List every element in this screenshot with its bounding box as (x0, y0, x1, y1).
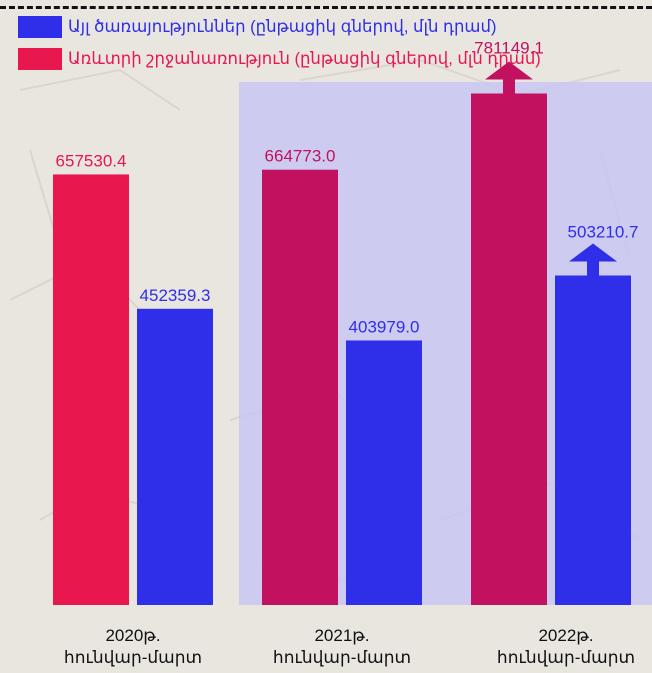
bar-services-2 (346, 340, 422, 605)
value-label-trade-1: 657530.4 (56, 151, 127, 170)
increase-arrow-icon (569, 243, 617, 276)
increase-arrow-icon (485, 61, 533, 94)
value-label-services-3: 503210.7 (568, 222, 639, 241)
category-period: հունվար-մարտ (63, 648, 203, 667)
legend-label-trade-turnover: Առևտրի շրջանառություն (ընթացիկ գներով, մ… (68, 50, 541, 68)
value-label-services-2: 403979.0 (349, 317, 420, 336)
category-label-3: 2022թ. հունվար-մարտ (466, 625, 652, 669)
category-year: 2022թ. (538, 626, 594, 645)
value-label-trade-2: 664773.0 (265, 147, 336, 166)
bar-services-3 (555, 275, 631, 605)
category-period: հունվար-մարտ (272, 648, 412, 667)
legend-item-other-services: Այլ ծառայություններ (ընթացիկ գներով, մլն… (18, 14, 541, 40)
category-label-2: 2021թ. հունվար-մարտ (242, 625, 442, 669)
top-dashed-border (0, 6, 652, 9)
bar-services-1 (137, 308, 213, 605)
chart-legend: Այլ ծառայություններ (ընթացիկ գներով, մլն… (18, 14, 541, 78)
legend-swatch-blue (18, 16, 62, 38)
category-period: հունվար-մարտ (496, 648, 636, 667)
category-year: 2021թ. (314, 626, 370, 645)
legend-item-trade-turnover: Առևտրի շրջանառություն (ընթացիկ գներով, մ… (18, 46, 541, 72)
bar-trade-1 (53, 174, 129, 605)
bar-trade-3 (471, 93, 547, 605)
legend-swatch-red (18, 48, 62, 70)
category-year: 2020թ. (105, 626, 161, 645)
legend-label-other-services: Այլ ծառայություններ (ընթացիկ գներով, մլն… (68, 18, 497, 36)
category-label-1: 2020թ. հունվար-մարտ (33, 625, 233, 669)
bar-trade-2 (262, 169, 338, 605)
value-label-services-1: 452359.3 (140, 286, 211, 305)
value-label-trade-3: 781149.1 (474, 39, 544, 58)
